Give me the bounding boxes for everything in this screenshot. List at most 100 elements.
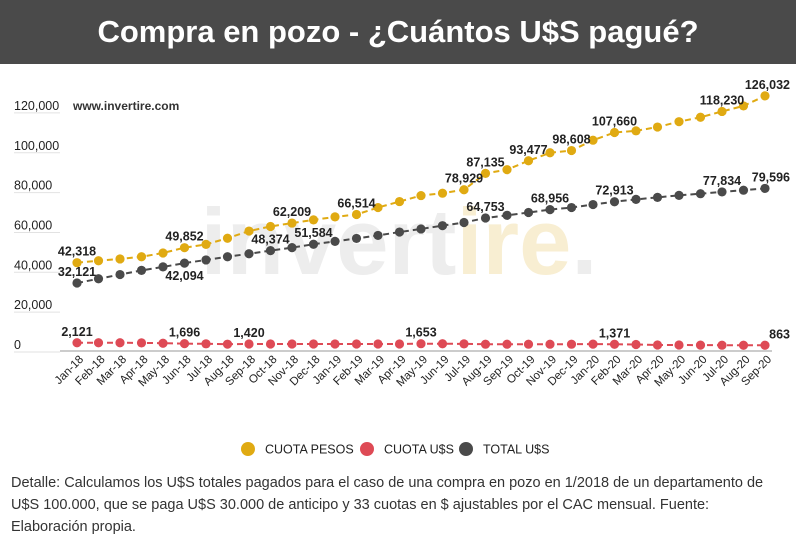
data-point-total-u-s xyxy=(760,183,770,194)
data-point-cuota-pesos xyxy=(201,239,211,249)
data-point-cuota-u-s xyxy=(523,339,534,349)
data-point-total-u-s xyxy=(717,187,727,197)
data-point-cuota-pesos xyxy=(394,196,405,207)
data-point-cuota-pesos xyxy=(459,185,469,195)
data-label: 72,913 xyxy=(595,184,633,198)
data-point-total-u-s xyxy=(609,197,620,207)
data-point-cuota-pesos xyxy=(738,101,749,111)
header-bar: Compra en pozo - ¿Cuántos U$S pagué? xyxy=(0,0,796,64)
data-point-total-u-s xyxy=(351,233,362,244)
data-point-cuota-u-s xyxy=(287,339,297,349)
data-point-total-u-s xyxy=(136,265,147,276)
data-point-cuota-pesos xyxy=(265,221,276,232)
data-label: 1,420 xyxy=(233,326,264,340)
data-point-cuota-u-s xyxy=(566,339,577,349)
data-point-cuota-u-s xyxy=(738,340,749,350)
data-point-cuota-pesos xyxy=(652,122,663,132)
data-point-cuota-pesos xyxy=(136,252,147,262)
data-label: 32,121 xyxy=(58,265,96,279)
data-point-cuota-u-s xyxy=(373,339,383,349)
data-point-total-u-s xyxy=(93,274,104,284)
data-label: 64,753 xyxy=(466,200,504,214)
source-label: www.invertire.com xyxy=(72,99,179,113)
data-point-cuota-pesos xyxy=(437,188,448,198)
y-tick-label: 80,000 xyxy=(14,179,52,193)
data-point-cuota-u-s xyxy=(631,339,641,350)
data-point-cuota-pesos xyxy=(330,212,340,222)
data-label: 107,660 xyxy=(592,115,637,129)
data-point-total-u-s xyxy=(330,236,340,247)
y-tick-label: 40,000 xyxy=(14,258,52,272)
footer-detail: Detalle: Calculamos los U$S totales paga… xyxy=(11,475,764,535)
y-tick-label: 20,000 xyxy=(14,298,52,312)
data-point-total-u-s xyxy=(695,189,706,199)
data-label: 42,094 xyxy=(165,269,203,283)
data-point-total-u-s xyxy=(158,262,168,272)
data-point-total-u-s xyxy=(416,224,426,234)
data-point-total-u-s xyxy=(738,185,749,195)
data-label: 2,121 xyxy=(61,325,92,339)
legend-label: CUOTA PESOS xyxy=(265,443,354,457)
data-point-cuota-pesos xyxy=(760,91,770,101)
data-label: 126,032 xyxy=(745,78,790,92)
data-label: 93,477 xyxy=(509,143,547,157)
data-label: 66,514 xyxy=(337,196,375,210)
data-point-cuota-pesos xyxy=(674,117,684,127)
data-point-cuota-u-s xyxy=(330,339,340,349)
data-point-total-u-s xyxy=(437,221,448,231)
legend-marker xyxy=(360,442,374,456)
data-point-cuota-u-s xyxy=(416,339,426,349)
data-point-cuota-pesos xyxy=(588,135,598,145)
data-point-cuota-u-s xyxy=(545,339,555,349)
y-tick-label: 100,000 xyxy=(14,139,59,153)
data-point-cuota-u-s xyxy=(674,340,684,350)
data-point-total-u-s xyxy=(201,255,211,265)
legend: CUOTA PESOS CUOTA U$S TOTAL U$S xyxy=(241,442,549,457)
data-label: 48,374 xyxy=(251,233,289,247)
data-point-cuota-pesos xyxy=(351,209,362,220)
data-point-cuota-pesos xyxy=(287,218,297,228)
data-point-cuota-u-s xyxy=(609,339,620,349)
data-point-cuota-u-s xyxy=(222,339,233,349)
data-point-total-u-s xyxy=(480,213,491,223)
data-label: 1,653 xyxy=(405,326,436,340)
data-point-total-u-s xyxy=(179,258,190,268)
data-point-total-u-s xyxy=(222,252,233,262)
data-point-total-u-s xyxy=(244,249,254,259)
data-label: 77,834 xyxy=(703,174,741,188)
data-point-cuota-u-s xyxy=(502,339,512,349)
data-point-total-u-s xyxy=(373,230,383,241)
line-chart: invertire. 020,00040,00060,00080,000100,… xyxy=(14,78,790,457)
data-point-cuota-u-s xyxy=(480,339,491,349)
data-label: 51,584 xyxy=(294,226,332,240)
data-label: 62,209 xyxy=(273,205,311,219)
data-point-cuota-pesos xyxy=(545,148,555,158)
data-point-cuota-u-s xyxy=(760,340,770,350)
data-point-cuota-pesos xyxy=(566,145,577,156)
data-point-cuota-pesos xyxy=(308,215,319,225)
data-point-total-u-s xyxy=(631,194,641,204)
data-point-cuota-u-s xyxy=(459,339,469,349)
data-point-cuota-u-s xyxy=(265,339,276,349)
data-label: 79,596 xyxy=(752,170,790,184)
data-point-total-u-s xyxy=(308,239,319,249)
data-point-total-u-s xyxy=(523,207,534,218)
series-group xyxy=(72,91,770,350)
data-point-cuota-u-s xyxy=(115,338,125,348)
data-point-total-u-s xyxy=(502,210,512,220)
data-label: 78,929 xyxy=(445,172,483,186)
data-label: 68,956 xyxy=(531,192,569,206)
data-point-cuota-u-s xyxy=(652,340,663,350)
data-label: 1,371 xyxy=(599,326,630,340)
data-point-cuota-pesos xyxy=(158,248,168,258)
data-labels: 42,318 49,852 62,209 66,514 78,929 87,135 93,4… xyxy=(58,78,790,341)
data-point-cuota-pesos xyxy=(179,243,190,253)
data-point-cuota-pesos xyxy=(244,226,254,236)
data-label: 1,696 xyxy=(169,326,200,340)
data-point-cuota-pesos xyxy=(523,156,534,166)
data-point-total-u-s xyxy=(652,192,663,202)
data-point-total-u-s xyxy=(588,199,598,210)
data-point-cuota-u-s xyxy=(588,339,598,349)
data-point-cuota-u-s xyxy=(351,339,362,349)
data-point-cuota-pesos xyxy=(695,112,706,122)
